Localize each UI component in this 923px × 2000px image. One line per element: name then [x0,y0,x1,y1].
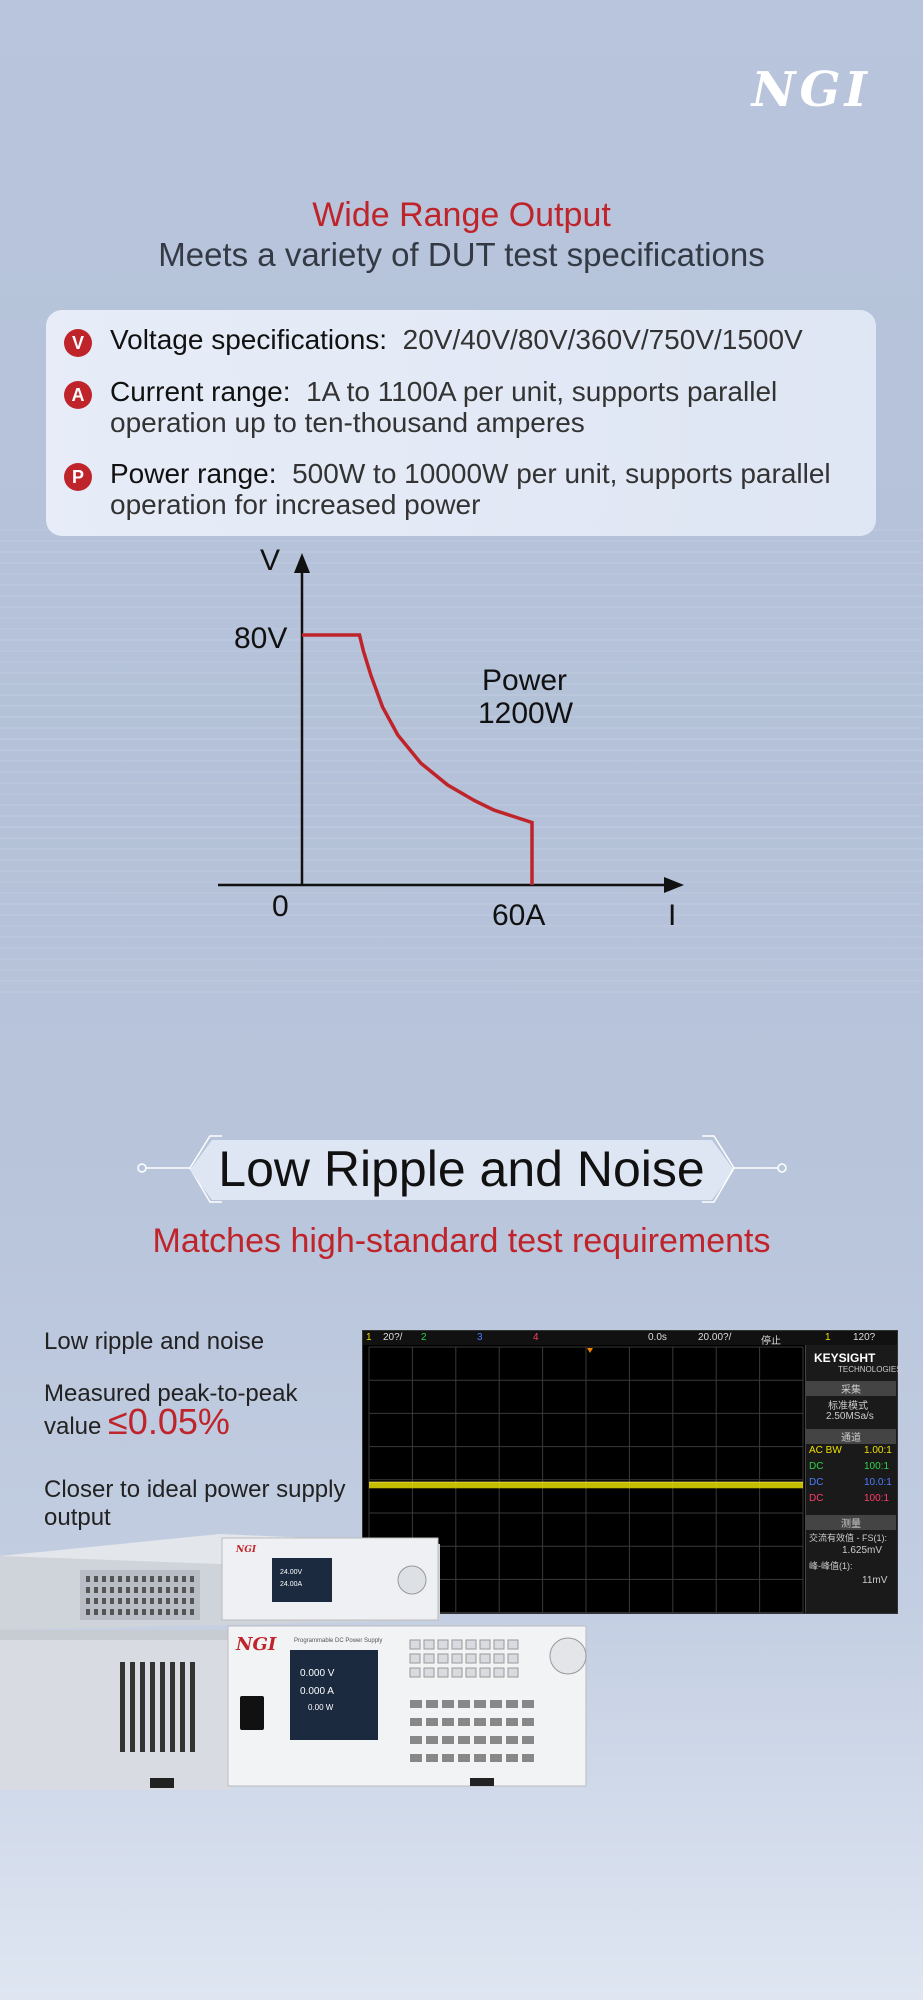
ripple-line2: Measured peak-to-peak value ≤0.05% [44,1380,297,1441]
section1-title: Wide Range Output [312,196,611,234]
current-badge-icon: A [64,381,92,409]
spec-value: 20V/40V/80V/360V/750V/1500V [402,324,803,355]
scope-side-panel: KEYSIGHT TECHNOLOGIES 采集 标准模式 2.50MSa/s … [805,1345,902,1613]
small-screen [272,1558,332,1602]
scope-time: 0.0s [648,1332,667,1343]
x-marker-label: 60A [492,899,545,932]
scope-channel-ratio: 100:1 [864,1493,890,1504]
power-badge-icon: P [64,463,92,491]
y-marker-label: 80V [234,622,287,655]
spec-value: 1A to 1100A per unit, supports parallel [306,376,778,407]
y-axis-label: V [260,544,280,577]
small-screen-a: 24.00A [280,1581,303,1588]
power-annotation-line2: 1200W [478,697,574,730]
scope-trig-val: 120? [853,1332,876,1343]
spec-key: Voltage specifications: [110,324,388,355]
ripple-line3b: output [44,1504,111,1531]
power-supply-devices: 24.00V 24.00A NGI NGI Programmable DC Po… [0,1534,587,1790]
scope-ch4: 4 [533,1332,539,1343]
chart-axes [218,553,684,893]
scope-channel-ratio: 1.00:1 [864,1445,892,1456]
brand-logo: NGI [751,62,871,118]
spec-current: A Current range: 1A to 1100A per unit, s… [64,376,777,438]
chart-series-line [302,633,534,885]
scope-channel-ratio: 100:1 [864,1461,890,1472]
scope-v1: 20?/ [383,1332,403,1343]
scope-chan-header: 通道 [806,1429,896,1444]
device-logo: NGI [235,1634,277,1655]
voltage-badge-icon: V [64,329,92,357]
scope-ch3: 3 [477,1332,483,1343]
scope-meas1-value: 1.625mV [842,1545,883,1556]
scope-trig: 1 [825,1332,831,1343]
ripple-line3a: Closer to ideal power supply [44,1476,346,1503]
scope-ch2: 2 [421,1332,427,1343]
scope-meas2-value: 11mV [862,1575,888,1586]
small-device-logo: NGI [235,1545,257,1555]
spec-value-line2: operation for increased power [110,489,481,520]
spec-value: 500W to 10000W per unit, supports parall… [292,458,831,489]
device-model: Programmable DC Power Supply [294,1638,382,1644]
scope-channel-label: DC [809,1461,824,1472]
y-axis-arrow-icon [294,553,310,573]
scope-acq-rate: 2.50MSa/s [826,1411,874,1422]
scope-meas1-label: 交流有效值 - FS(1): [809,1533,887,1543]
spec-power: P Power range: 500W to 10000W per unit, … [64,458,831,520]
scope-ch1: 1 [366,1332,372,1343]
ripple-highlight: ≤0.05% [108,1401,230,1442]
scope-acq-header: 采集 [806,1381,896,1396]
section2-subtitle: Matches high-standard test requirements [152,1222,771,1260]
scope-acq-mode: 标准模式 [828,1401,868,1412]
scope-top-bar: 1 20?/ 2 3 4 0.0s 20.00?/ 停止 1 120? [363,1331,897,1347]
ripple-line3: Closer to ideal power supply output [44,1476,346,1532]
spec-key: Power range: [110,458,277,489]
spec-card: V Voltage specifications: 20V/40V/80V/36… [46,310,876,536]
section2-title: Low Ripple and Noise [218,1141,705,1197]
spec-value-line2: operation up to ten-thousand amperes [110,407,585,438]
section1-subtitle: Meets a variety of DUT test specificatio… [158,236,765,273]
small-screen-v: 24.00V [280,1569,303,1576]
spec-key: Current range: [110,376,291,407]
x-axis-arrow-icon [664,877,684,893]
vi-chart: V I 0 80V 60A Power 1200W [218,544,684,932]
scope-channel-label: AC BW [809,1445,842,1456]
scope-meas-header: 测量 [806,1515,896,1530]
scope-timebase: 20.00?/ [698,1332,732,1343]
large-screen-a: 0.000 A [300,1686,334,1697]
scope-meas2-label: 峰-峰值(1): [809,1561,853,1571]
scope-channel-label: DC [809,1477,824,1488]
ripple-line1: Low ripple and noise [44,1328,265,1355]
power-annotation-line1: Power [482,664,567,697]
section2-banner [137,1135,787,1203]
x-axis-label: I [668,899,676,932]
origin-label: 0 [272,890,289,923]
scope-brand-sub: TECHNOLOGIES [838,1365,902,1374]
scope-status: 停止 [761,1336,781,1347]
large-screen [290,1650,378,1740]
power-switch-icon [240,1696,264,1730]
star-background [0,520,923,1000]
scope-channel-ratio: 10.0:1 [864,1477,892,1488]
ripple-line2a: Measured peak-to-peak [44,1380,298,1407]
scope-channel-label: DC [809,1493,824,1504]
ripple-line2b: value [44,1413,102,1440]
large-screen-w: 0.00 W [308,1703,334,1712]
spec-voltage: V Voltage specifications: 20V/40V/80V/36… [64,324,803,357]
scope-brand: KEYSIGHT [814,1351,876,1365]
large-screen-v: 0.000 V [300,1668,335,1679]
